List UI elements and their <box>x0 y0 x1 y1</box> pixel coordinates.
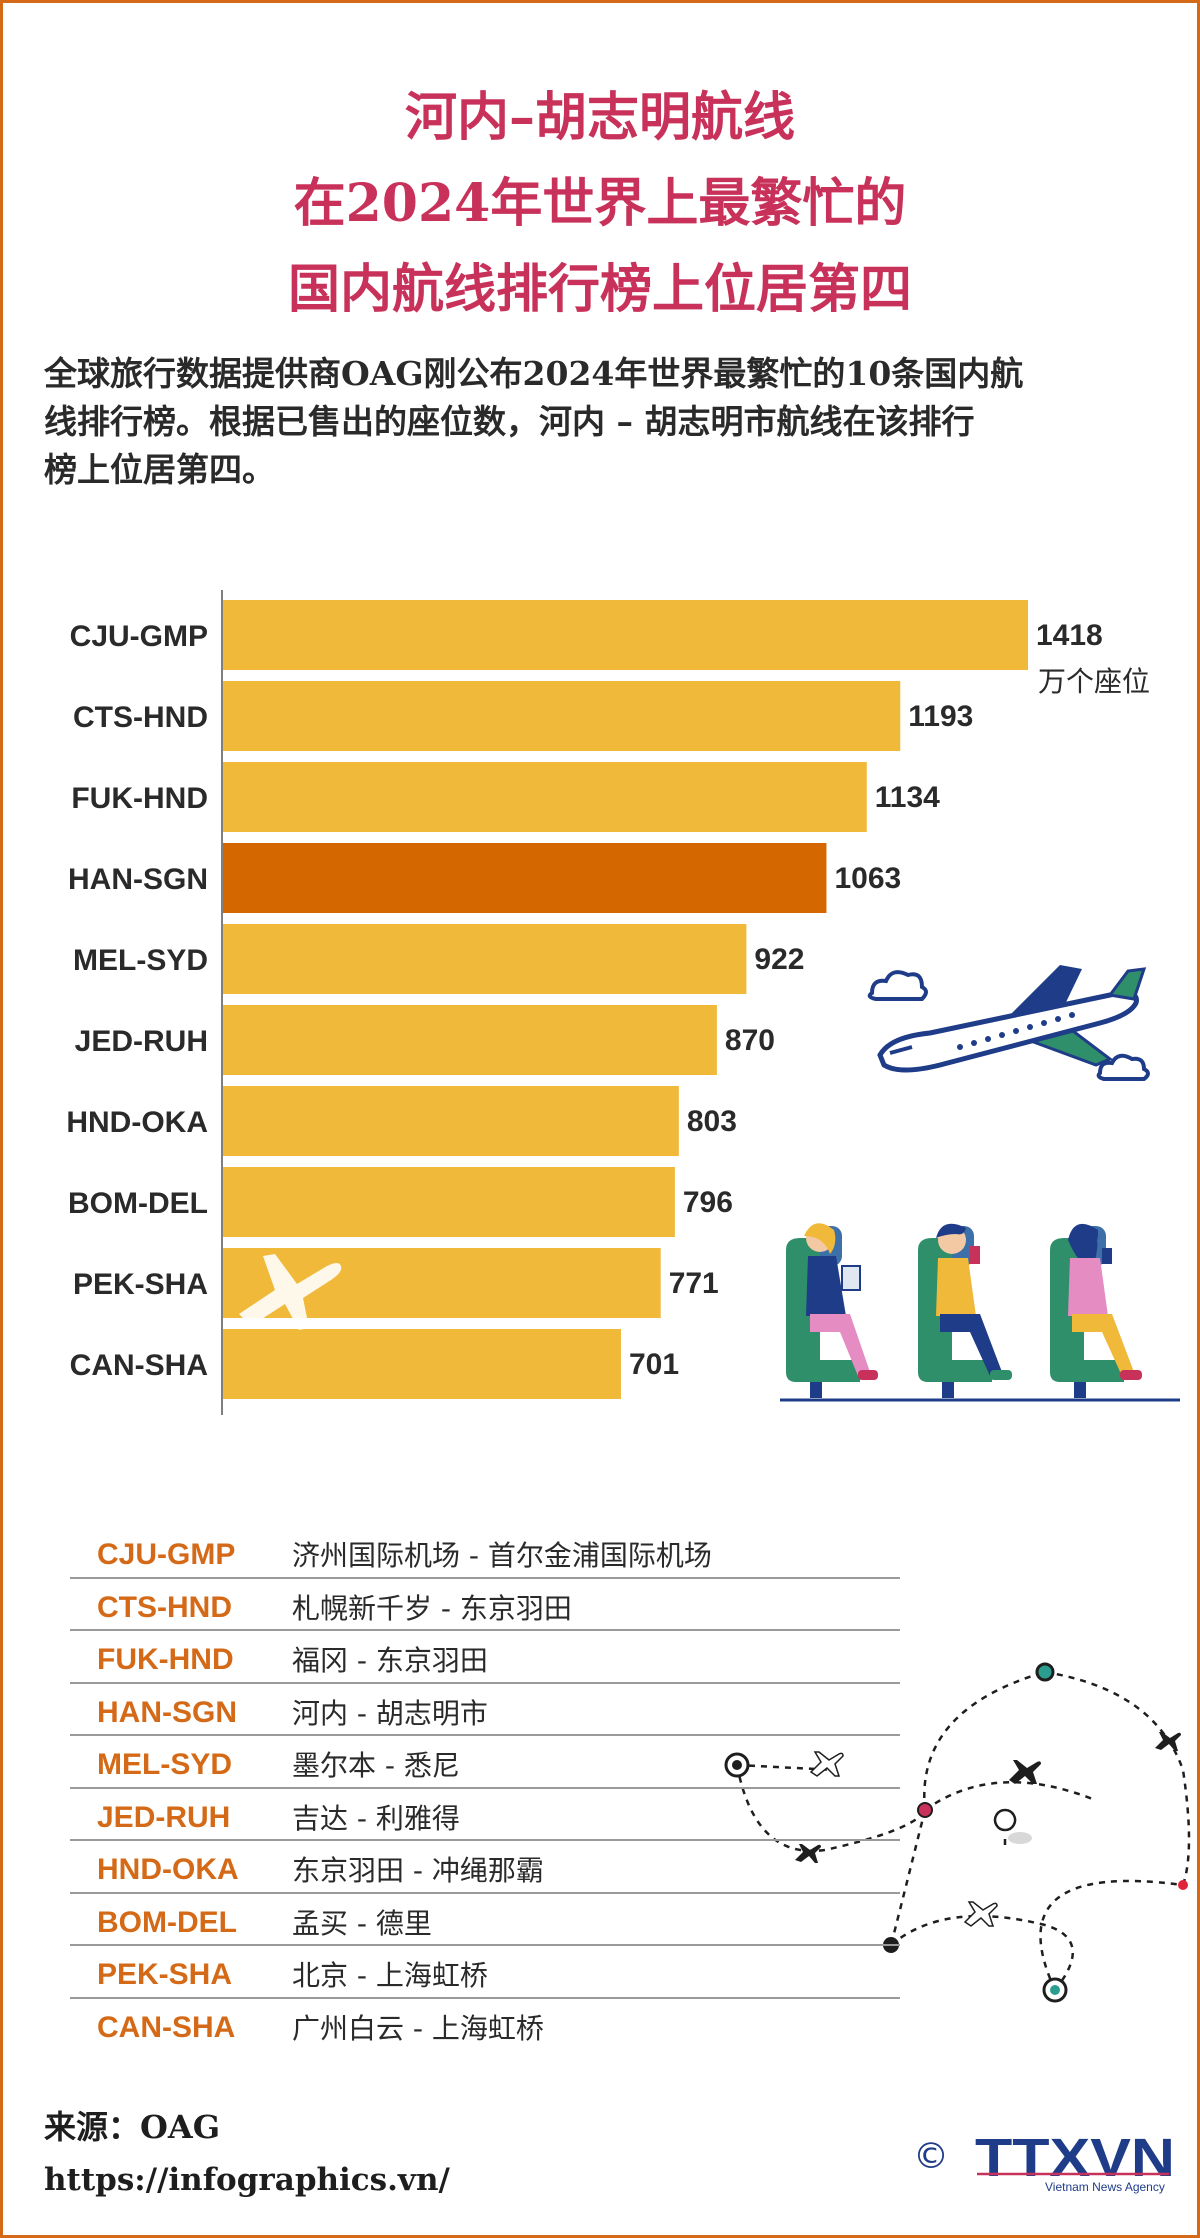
legend-code: PEK-SHA <box>97 1958 233 1991</box>
source-label: 来源：OAG <box>44 2108 221 2146</box>
legend-code: CAN-SHA <box>97 2010 236 2044</box>
legend-code: HAN-SGN <box>97 1695 237 1729</box>
legend-airports: 河内 - 胡志明市 <box>292 1696 488 1730</box>
value-label: 922 <box>754 943 804 976</box>
legend-row: CTS-HND 札幌新千岁 - 东京羽田 <box>70 1579 900 1631</box>
intro-text: 全球旅行数据提供商OAG刚公布2024年世界最繁忙的10条国内航 线排行榜。根据… <box>44 350 1164 494</box>
title-line-3: 国内航线排行榜上位居第四 <box>287 259 912 320</box>
bar-cju-gmp <box>223 600 1028 670</box>
category-label: HAN-SGN <box>68 863 208 896</box>
bar-mel-syd <box>223 924 747 994</box>
bar-jed-ruh <box>223 1005 717 1075</box>
legend-row: JED-RUH 吉达 - 利雅得 <box>70 1789 900 1841</box>
bar-chart: CJU-GMP 1418 万个座位 CTS-HND 1193 FUK-HND 1134 HAN… <box>66 590 1150 1415</box>
copyright-symbol: © <box>913 2136 949 2177</box>
legend-row: MEL-SYD 墨尔本 - 悉尼 <box>70 1736 900 1789</box>
bar-can-sha <box>223 1329 621 1399</box>
plane-silhouette-icon <box>239 1254 342 1330</box>
legend-code: BOM-DEL <box>97 1905 237 1939</box>
legend-airports: 北京 - 上海虹桥 <box>292 1959 488 1992</box>
title-line-2: 在2024年世界上最繁忙的 <box>293 173 907 234</box>
intro-line-3: 榜上位居第四。 <box>44 450 275 489</box>
legend-row: HAN-SGN 河内 - 胡志明市 <box>70 1684 900 1736</box>
legend-code: JED-RUH <box>97 1800 231 1834</box>
passengers-illustration <box>780 1223 1180 1402</box>
route-map-illustration <box>724 1662 1191 2003</box>
legend-row: HND-OKA 东京羽田 - 冲绳那霸 <box>70 1841 900 1894</box>
intro-line-2: 线排行榜。根据已售出的座位数，河内 – 胡志明市航线在该排行 <box>44 402 975 441</box>
legend-airports: 札幌新千岁 - 东京羽田 <box>292 1591 572 1625</box>
legend-row: PEK-SHA 北京 - 上海虹桥 <box>70 1946 900 1999</box>
category-label: PEK-SHA <box>73 1268 208 1301</box>
legend-row: FUK-HND 福冈 - 东京羽田 <box>70 1631 900 1684</box>
legend-code: HND-OKA <box>97 1853 239 1886</box>
category-label: HND-OKA <box>66 1106 208 1139</box>
page-title: 河内–胡志明航线 在2024年世界上最繁忙的 国内航线排行榜上位居第四 <box>0 75 1200 333</box>
legend-airports: 东京羽田 - 冲绳那霸 <box>292 1854 544 1887</box>
bar-han-sgn <box>223 843 827 913</box>
value-label: 1134 <box>875 781 940 814</box>
legend-airports: 广州白云 - 上海虹桥 <box>292 2011 544 2045</box>
legend-row: CAN-SHA 广州白云 - 上海虹桥 <box>70 1999 900 2050</box>
value-label: 771 <box>669 1267 719 1300</box>
intro-line-1: 全球旅行数据提供商OAG刚公布2024年世界最繁忙的10条国内航 <box>44 354 1024 393</box>
value-label: 803 <box>687 1105 737 1138</box>
category-label: CTS-HND <box>73 701 208 734</box>
legend-code: MEL-SYD <box>97 1748 232 1781</box>
value-label: 1193 <box>908 700 973 733</box>
ttxvn-logo: © TTXVN Vietnam News Agency <box>913 2128 1175 2194</box>
legend-airports: 吉达 - 利雅得 <box>292 1801 460 1835</box>
logo-tagline: Vietnam News Agency <box>1045 2180 1165 2194</box>
value-label: 1418 <box>1036 619 1103 652</box>
legend-code: CJU-GMP <box>97 1538 236 1571</box>
airplane-illustration <box>867 965 1150 1081</box>
value-label: 796 <box>683 1186 733 1219</box>
value-label: 1063 <box>834 862 901 895</box>
legend-code: FUK-HND <box>97 1643 234 1676</box>
category-label: BOM-DEL <box>68 1187 208 1220</box>
bar-hnd-oka <box>223 1086 679 1156</box>
value-label: 870 <box>725 1024 775 1057</box>
legend-row: BOM-DEL 孟买 - 德里 <box>70 1894 900 1946</box>
legend-airports: 济州国际机场 - 首尔金浦国际机场 <box>292 1539 712 1572</box>
source-url-link[interactable]: https://infographics.vn/ <box>44 2162 450 2198</box>
category-label: JED-RUH <box>75 1025 208 1058</box>
legend-row: CJU-GMP 济州国际机场 - 首尔金浦国际机场 <box>70 1526 900 1579</box>
legend-airports: 孟买 - 德里 <box>292 1906 432 1940</box>
bar-bom-del <box>223 1167 675 1237</box>
bar-cts-hnd <box>223 681 901 751</box>
logo-wordmark: TTXVN <box>975 2128 1175 2188</box>
legend-code: CTS-HND <box>97 1590 232 1624</box>
unit-label: 万个座位 <box>1038 665 1150 698</box>
legend-airports: 墨尔本 - 悉尼 <box>292 1749 460 1782</box>
category-label: MEL-SYD <box>73 944 208 977</box>
bar-fuk-hnd <box>223 762 867 832</box>
category-label: CJU-GMP <box>70 620 208 653</box>
legend-airports: 福冈 - 东京羽田 <box>292 1644 488 1677</box>
route-legend: CJU-GMP 济州国际机场 - 首尔金浦国际机场 CTS-HND 札幌新千岁 - … <box>70 1526 900 2049</box>
category-label: CAN-SHA <box>70 1349 208 1382</box>
category-label: FUK-HND <box>71 782 208 815</box>
title-line-1: 河内–胡志明航线 <box>404 87 795 148</box>
value-label: 701 <box>629 1348 679 1381</box>
